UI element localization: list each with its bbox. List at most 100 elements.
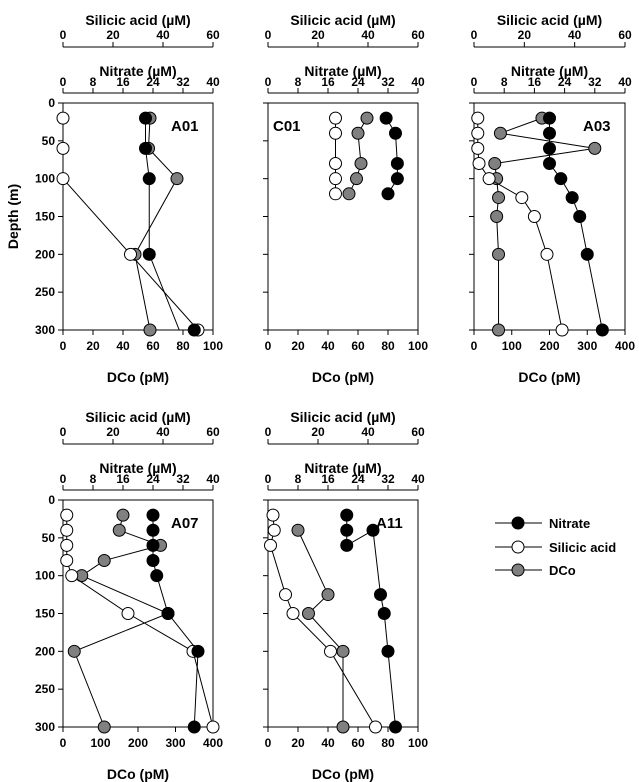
nitrate-point [340,523,354,537]
silicic-tick-label: 20 [106,425,120,439]
silicic-point [60,554,74,568]
dco-axis-title: DCo (pM) [107,766,169,782]
dco-tick-label: 20 [86,339,100,353]
silicic-point [482,172,496,186]
dco-point [97,720,111,734]
dco-axis-title: DCo (pM) [312,766,374,782]
nitrate-point [187,323,201,337]
dco-point [336,720,350,734]
nitrate-point [187,720,201,734]
silicic-tick-label: 60 [411,425,425,439]
dco-tick-label: 40 [321,736,335,750]
dco-tick-label: 200 [128,736,148,750]
nitrate-tick-label: 8 [295,75,302,89]
silicic-tick-label: 60 [206,425,220,439]
nitrate-point [389,126,402,140]
depth-tick-label: 150 [35,607,55,621]
dco-point [291,523,305,537]
dco-point [170,172,184,186]
nitrate-axis-title: Nitrate (µM) [99,460,176,476]
silicic-tick-label: 0 [60,425,67,439]
silicic-point [124,247,137,261]
nitrate-tick-label: 24 [351,75,365,89]
legend-marker-silicic [511,540,525,554]
dco-point [493,126,507,140]
nitrate-point [139,111,152,125]
nitrate-tick-label: 40 [411,75,425,89]
depth-tick-label: 200 [35,644,55,658]
silicic-tick-label: 60 [206,28,220,42]
silicic-tick-label: 40 [156,425,170,439]
nitrate-tick-label: 0 [265,75,272,89]
nitrate-tick-label: 40 [411,472,425,486]
depth-tick-label: 150 [35,210,55,224]
dco-point [112,523,126,537]
dco-tick-label: 20 [291,736,305,750]
silicic-point [286,607,300,620]
nitrate-point [543,126,556,140]
legend-label-silicic: Silicic acid [549,540,616,555]
nitrate-tick-label: 0 [471,75,478,89]
dco-tick-label: 100 [90,736,110,750]
silicic-point [267,523,281,537]
silicic-tick-label: 20 [311,425,325,439]
nitrate-point [379,111,393,125]
nitrate-tick-label: 24 [146,472,160,486]
silicic-tick-label: 60 [411,28,425,42]
dco-tick-label: 0 [471,339,478,353]
nitrate-tick-label: 8 [501,75,508,89]
silicic-point [540,247,554,261]
silicic-point [329,172,342,186]
nitrate-line [346,515,396,728]
legend: Nitrate Silicic acid DCo [495,516,616,578]
nitrate-point [543,157,556,171]
silicic-axis-title: Silicic acid (µM) [85,409,190,425]
panel-label: C01 [273,118,301,135]
dco-axis-title: DCo (pM) [518,369,580,385]
depth-tick-label: 250 [35,285,55,299]
dco-tick-label: 40 [116,339,130,353]
nitrate-point [543,111,556,125]
nitrate-tick-label: 16 [116,472,130,486]
nitrate-point [161,607,175,620]
panel-label: A07 [171,515,199,532]
dco-point [342,187,356,201]
silicic-tick-label: 60 [618,28,632,42]
nitrate-point [565,191,579,205]
dco-tick-label: 60 [351,339,365,353]
dco-tick-label: 200 [539,339,559,353]
silicic-tick-label: 0 [471,28,478,42]
dco-tick-label: 60 [351,736,365,750]
nitrate-tick-label: 32 [381,75,395,89]
nitrate-point [543,141,556,155]
dco-tick-label: 0 [60,339,67,353]
silicic-point [65,569,79,583]
legend-label-dco: DCo [549,563,576,578]
nitrate-tick-label: 0 [60,472,67,486]
nitrate-tick-label: 32 [381,472,395,486]
nitrate-point [554,172,568,186]
nitrate-tick-label: 16 [321,75,335,89]
dco-tick-label: 0 [60,736,67,750]
dco-point [143,323,157,337]
dco-tick-label: 100 [203,339,223,353]
dco-point [351,126,365,140]
nitrate-point [389,720,402,734]
depth-tick-label: 250 [35,682,55,696]
depth-tick-label: 100 [35,172,55,186]
panel-a03: Silicic acid (µM) 0 20 40 60 Nitrate (µM) 0 8 16… [469,12,635,385]
dco-line [297,530,344,727]
nitrate-point [377,607,391,620]
dco-tick-label: 40 [321,339,335,353]
dco-point [490,210,504,223]
depth-tick-label: 100 [35,569,55,583]
dco-tick-label: 20 [291,339,305,353]
nitrate-point [374,588,387,602]
nitrate-tick-label: 8 [90,472,97,486]
nitrate-tick-label: 40 [206,75,220,89]
legend-label-nitrate: Nitrate [549,516,590,531]
silicic-tick-label: 20 [518,28,532,42]
dco-point [492,247,506,261]
nitrate-tick-label: 0 [265,472,272,486]
